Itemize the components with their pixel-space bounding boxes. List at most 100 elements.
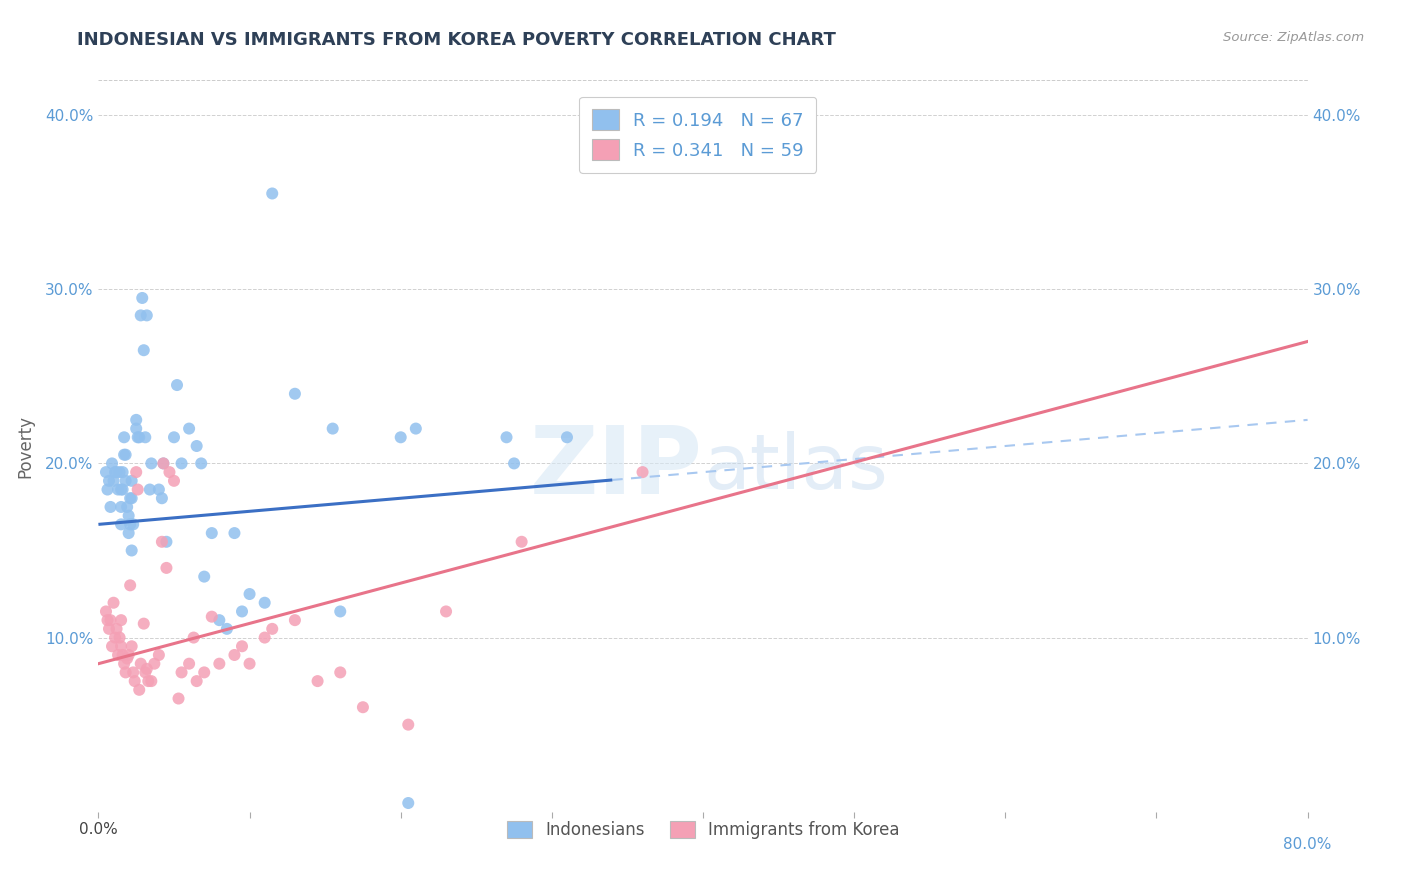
Point: [329, 665, 352, 680]
Point: [94, 465, 117, 479]
Point: [114, 665, 136, 680]
Point: [152, 457, 174, 471]
Point: [170, 665, 193, 680]
Point: [284, 613, 307, 627]
Point: [503, 457, 526, 471]
Point: [115, 651, 138, 665]
Point: [132, 616, 155, 631]
Point: [94, 604, 117, 618]
Point: [193, 665, 215, 680]
Point: [405, 421, 427, 435]
Point: [103, 596, 125, 610]
Point: [115, 500, 138, 514]
Point: [155, 534, 177, 549]
Point: [128, 682, 150, 697]
Point: [98, 622, 121, 636]
Point: [121, 640, 143, 654]
Point: [114, 448, 136, 462]
Point: [131, 291, 153, 305]
Point: [239, 657, 262, 671]
Point: [120, 517, 142, 532]
Point: [100, 500, 122, 514]
Point: [104, 465, 127, 479]
Point: [110, 517, 132, 532]
Point: [307, 674, 329, 689]
Text: 80.0%: 80.0%: [1284, 837, 1331, 852]
Point: [129, 657, 152, 671]
Point: [201, 526, 224, 541]
Point: [139, 483, 162, 497]
Text: ZIP: ZIP: [530, 422, 703, 514]
Point: [186, 674, 208, 689]
Point: [107, 648, 129, 662]
Point: [215, 622, 238, 636]
Point: [150, 491, 173, 506]
Point: [120, 578, 142, 592]
Point: [100, 613, 122, 627]
Point: [121, 491, 143, 506]
Point: [125, 413, 148, 427]
Point: [110, 483, 132, 497]
Point: [167, 691, 190, 706]
Point: [135, 662, 157, 676]
Point: [141, 674, 163, 689]
Point: [112, 448, 135, 462]
Point: [108, 631, 131, 645]
Point: [201, 609, 224, 624]
Point: [141, 457, 163, 471]
Point: [112, 430, 135, 444]
Point: [231, 604, 253, 618]
Point: [110, 640, 132, 654]
Point: [163, 430, 186, 444]
Point: [434, 604, 457, 618]
Point: [118, 648, 141, 662]
Point: [262, 186, 284, 201]
Point: [179, 657, 201, 671]
Point: [284, 386, 307, 401]
Point: [329, 604, 352, 618]
Y-axis label: Poverty: Poverty: [15, 415, 34, 477]
Point: [186, 439, 208, 453]
Point: [111, 465, 134, 479]
Point: [135, 309, 157, 323]
Point: [193, 569, 215, 583]
Point: [224, 526, 246, 541]
Point: [105, 465, 128, 479]
Point: [148, 648, 170, 662]
Text: Source: ZipAtlas.com: Source: ZipAtlas.com: [1223, 31, 1364, 45]
Point: [103, 474, 125, 488]
Point: [179, 421, 201, 435]
Point: [101, 640, 124, 654]
Point: [495, 430, 517, 444]
Point: [190, 457, 212, 471]
Point: [128, 430, 150, 444]
Point: [143, 657, 166, 671]
Point: [155, 561, 177, 575]
Point: [170, 457, 193, 471]
Point: [183, 631, 205, 645]
Point: [125, 421, 148, 435]
Point: [104, 631, 127, 645]
Point: [631, 465, 654, 479]
Point: [118, 508, 141, 523]
Point: [105, 622, 128, 636]
Point: [134, 430, 156, 444]
Point: [152, 457, 174, 471]
Text: atlas: atlas: [703, 431, 887, 505]
Point: [389, 430, 412, 444]
Point: [132, 343, 155, 358]
Point: [253, 631, 276, 645]
Point: [121, 474, 143, 488]
Point: [112, 657, 135, 671]
Point: [110, 613, 132, 627]
Point: [111, 648, 134, 662]
Point: [101, 457, 124, 471]
Point: [163, 474, 186, 488]
Point: [159, 465, 181, 479]
Point: [555, 430, 578, 444]
Point: [125, 465, 148, 479]
Point: [148, 483, 170, 497]
Point: [262, 622, 284, 636]
Point: [352, 700, 374, 714]
Point: [150, 534, 173, 549]
